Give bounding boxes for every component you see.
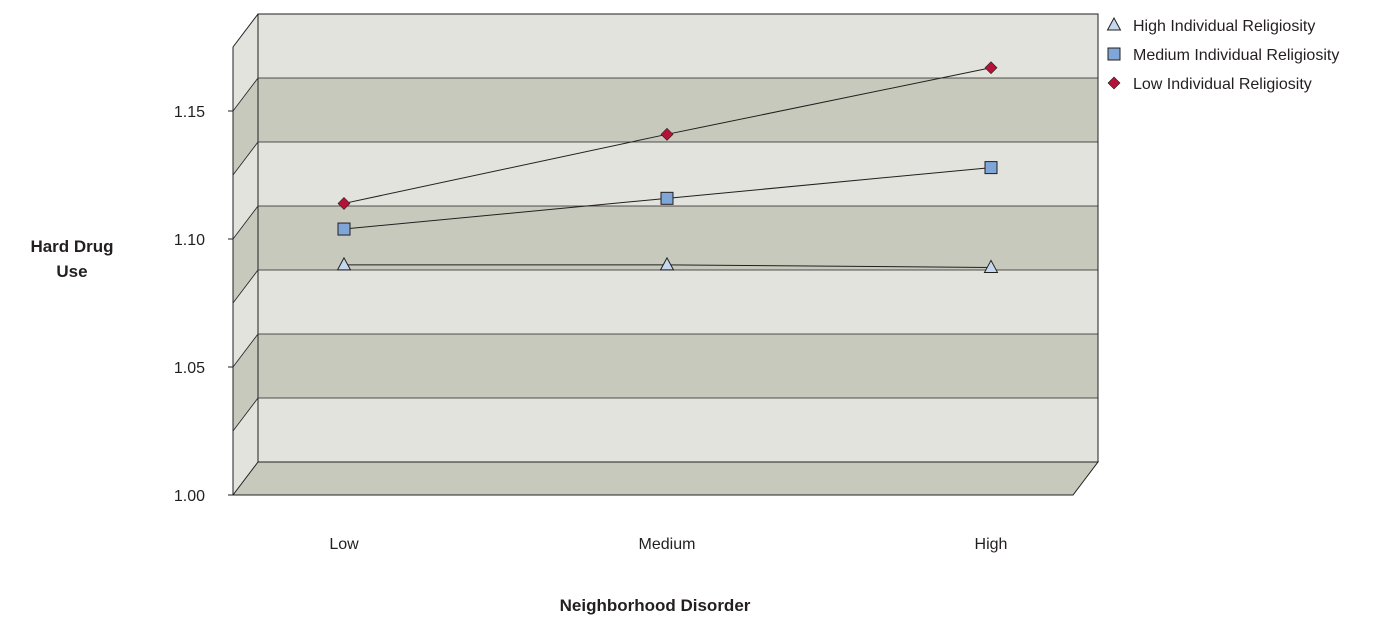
side-gridline bbox=[232, 141, 259, 176]
wall-band bbox=[258, 14, 1098, 78]
wall-band bbox=[258, 142, 1098, 206]
wall-band bbox=[258, 78, 1098, 142]
legend-label: Low Individual Religiosity bbox=[1133, 76, 1312, 93]
y-tick-label: 1.10 bbox=[174, 232, 205, 249]
side-gridline bbox=[232, 77, 259, 112]
data-point bbox=[984, 161, 998, 175]
back-wall-outline bbox=[257, 13, 1099, 463]
x-tick-label: High bbox=[975, 536, 1008, 553]
side-band bbox=[233, 206, 258, 303]
wall-band bbox=[258, 206, 1098, 270]
wall-band bbox=[258, 334, 1098, 398]
side-band bbox=[233, 270, 258, 367]
data-point bbox=[337, 222, 351, 236]
data-point bbox=[660, 127, 674, 141]
side-band bbox=[233, 78, 258, 175]
legend-marker bbox=[1107, 47, 1121, 61]
side-gridline bbox=[232, 397, 259, 432]
side-gridline bbox=[232, 205, 259, 240]
side-band bbox=[233, 334, 258, 431]
side-band bbox=[233, 398, 258, 495]
side-gridline bbox=[232, 333, 259, 368]
x-tick-label: Low bbox=[329, 536, 359, 553]
side-top-edge bbox=[232, 13, 259, 48]
y-axis-title: Hard Drug bbox=[30, 237, 113, 256]
data-point bbox=[660, 191, 674, 205]
data-point bbox=[336, 256, 352, 271]
legend-marker bbox=[1106, 16, 1122, 31]
legend-marker bbox=[1107, 76, 1121, 90]
wall-band bbox=[258, 398, 1098, 462]
x-tick-label: Medium bbox=[639, 536, 696, 553]
legend-label: Medium Individual Religiosity bbox=[1133, 47, 1339, 64]
y-tick-label: 1.15 bbox=[174, 104, 205, 121]
side-band bbox=[233, 14, 258, 111]
x-axis-title: Neighborhood Disorder bbox=[560, 596, 751, 615]
wall-band bbox=[258, 270, 1098, 334]
data-point bbox=[984, 61, 998, 75]
side-gridline bbox=[232, 269, 259, 304]
data-point bbox=[659, 256, 675, 271]
y-axis-title: Use bbox=[56, 262, 87, 281]
data-point bbox=[983, 259, 999, 273]
data-point bbox=[337, 197, 351, 210]
y-tick-label: 1.05 bbox=[174, 360, 205, 377]
y-tick-label: 1.00 bbox=[174, 488, 205, 505]
floor bbox=[231, 461, 1100, 496]
legend-label: High Individual Religiosity bbox=[1133, 18, 1315, 35]
side-band bbox=[233, 142, 258, 239]
